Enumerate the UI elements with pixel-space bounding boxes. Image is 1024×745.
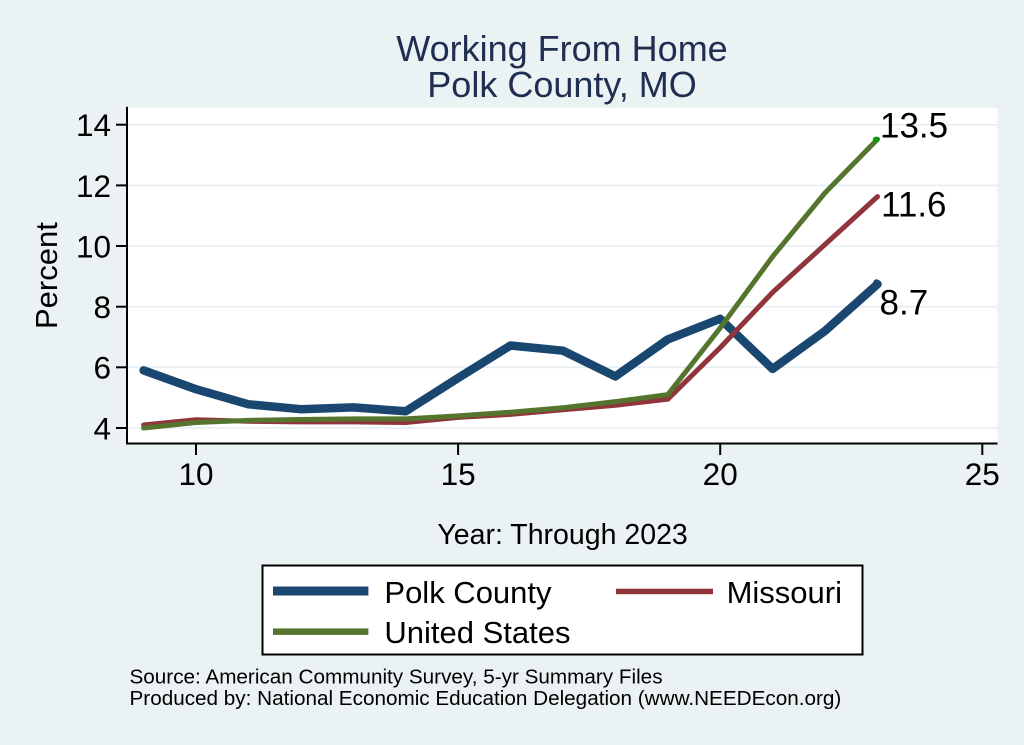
svg-text:Working From Home: Working From Home [396,28,727,69]
svg-text:United States: United States [384,615,570,650]
svg-text:4: 4 [93,410,111,446]
svg-text:20: 20 [703,456,738,492]
svg-text:8.7: 8.7 [880,284,929,323]
svg-text:14: 14 [76,107,111,143]
svg-text:15: 15 [441,456,476,492]
svg-text:25: 25 [965,456,1000,492]
svg-text:6: 6 [93,350,111,386]
svg-text:Missouri: Missouri [727,575,842,610]
svg-text:Polk County: Polk County [384,575,552,610]
svg-text:10: 10 [76,228,111,264]
svg-text:Source: American Community Sur: Source: American Community Survey, 5-yr … [130,665,663,688]
svg-text:Percent: Percent [29,222,64,329]
svg-text:12: 12 [76,168,111,204]
svg-text:Year: Through 2023: Year: Through 2023 [437,519,687,551]
svg-text:13.5: 13.5 [880,107,948,146]
svg-text:Polk County, MO: Polk County, MO [427,64,696,105]
svg-text:10: 10 [178,456,213,492]
svg-text:Produced by: National Economic: Produced by: National Economic Education… [130,687,842,710]
svg-text:8: 8 [93,289,111,325]
svg-text:11.6: 11.6 [881,186,947,225]
